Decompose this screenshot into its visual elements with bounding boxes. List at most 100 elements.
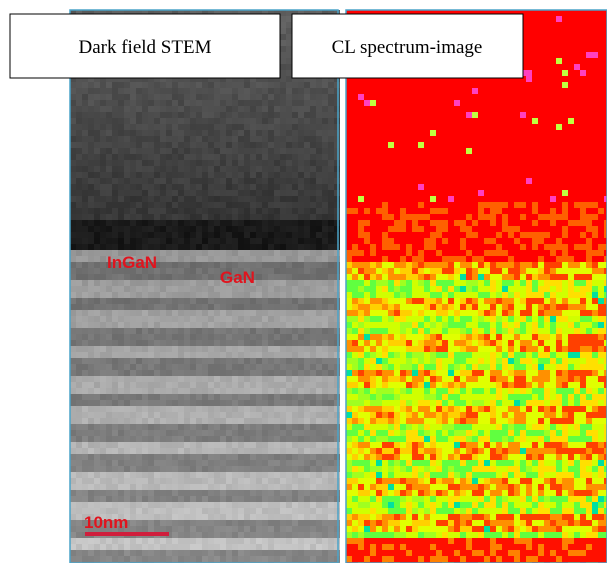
pixel xyxy=(286,280,292,286)
pixel xyxy=(172,238,178,244)
pixel xyxy=(268,340,274,346)
pixel xyxy=(268,538,274,544)
pixel xyxy=(148,76,154,82)
pixel xyxy=(88,370,94,376)
pixel xyxy=(424,10,430,16)
pixel xyxy=(112,322,118,328)
pixel xyxy=(232,484,238,490)
pixel xyxy=(142,316,148,322)
pixel xyxy=(190,166,196,172)
pixel xyxy=(334,436,340,442)
pixel xyxy=(304,310,310,316)
pixel xyxy=(292,244,298,250)
pixel xyxy=(334,100,340,106)
pixel xyxy=(166,376,172,382)
pixel xyxy=(304,154,310,160)
pixel xyxy=(190,202,196,208)
pixel xyxy=(178,400,184,406)
pixel xyxy=(112,424,118,430)
pixel xyxy=(556,22,562,28)
pixel xyxy=(136,256,142,262)
pixel xyxy=(148,364,154,370)
pixel xyxy=(226,226,232,232)
pixel xyxy=(256,112,262,118)
pixel xyxy=(388,94,394,100)
pixel xyxy=(172,166,178,172)
pixel xyxy=(142,364,148,370)
pixel xyxy=(286,460,292,466)
pixel xyxy=(172,262,178,268)
pixel xyxy=(76,436,82,442)
pixel xyxy=(130,124,136,130)
pixel xyxy=(268,502,274,508)
pixel xyxy=(604,16,607,22)
pixel xyxy=(76,424,82,430)
pixel xyxy=(196,106,202,112)
pixel xyxy=(232,550,238,556)
pixel xyxy=(202,508,208,514)
pixel xyxy=(592,76,598,82)
pixel xyxy=(310,340,316,346)
pixel xyxy=(148,466,154,472)
pixel xyxy=(70,118,76,124)
pixel xyxy=(220,508,226,514)
pixel xyxy=(310,430,316,436)
pixel xyxy=(586,28,592,34)
pixel xyxy=(130,268,136,274)
pixel xyxy=(286,220,292,226)
pixel xyxy=(166,334,172,340)
pixel xyxy=(160,274,166,280)
pixel xyxy=(538,112,544,118)
pixel xyxy=(448,118,454,124)
pixel xyxy=(178,334,184,340)
pixel xyxy=(226,490,232,496)
pixel xyxy=(118,424,124,430)
pixel xyxy=(124,136,130,142)
pixel xyxy=(322,148,328,154)
pixel xyxy=(256,526,262,532)
pixel xyxy=(220,376,226,382)
pixel xyxy=(178,340,184,346)
pixel xyxy=(94,220,100,226)
pixel xyxy=(334,214,340,220)
pixel xyxy=(190,82,196,88)
pixel xyxy=(280,514,286,520)
pixel xyxy=(298,364,304,370)
pixel xyxy=(202,412,208,418)
pixel xyxy=(82,418,88,424)
pixel xyxy=(322,424,328,430)
pixel xyxy=(76,484,82,490)
pixel xyxy=(106,160,112,166)
pixel xyxy=(160,268,166,274)
pixel xyxy=(136,106,142,112)
pixel xyxy=(520,82,526,88)
pixel xyxy=(112,88,118,94)
pixel xyxy=(172,508,178,514)
pixel xyxy=(238,556,244,562)
pixel xyxy=(136,508,142,514)
pixel xyxy=(310,304,316,310)
pixel xyxy=(268,118,274,124)
pixel xyxy=(556,100,562,106)
pixel xyxy=(328,250,334,256)
pixel xyxy=(334,448,340,454)
pixel xyxy=(94,106,100,112)
pixel xyxy=(268,334,274,340)
pixel xyxy=(142,196,148,202)
pixel xyxy=(208,82,214,88)
pixel xyxy=(142,412,148,418)
pixel xyxy=(148,346,154,352)
pixel xyxy=(196,172,202,178)
pixel xyxy=(124,76,130,82)
pixel xyxy=(280,232,286,238)
pixel xyxy=(244,400,250,406)
pixel xyxy=(520,94,526,100)
pixel xyxy=(334,82,340,88)
pixel xyxy=(256,508,262,514)
pixel xyxy=(202,244,208,250)
pixel xyxy=(70,370,76,376)
pixel xyxy=(484,112,490,118)
pixel xyxy=(250,502,256,508)
pixel xyxy=(454,112,460,118)
pixel xyxy=(262,166,268,172)
